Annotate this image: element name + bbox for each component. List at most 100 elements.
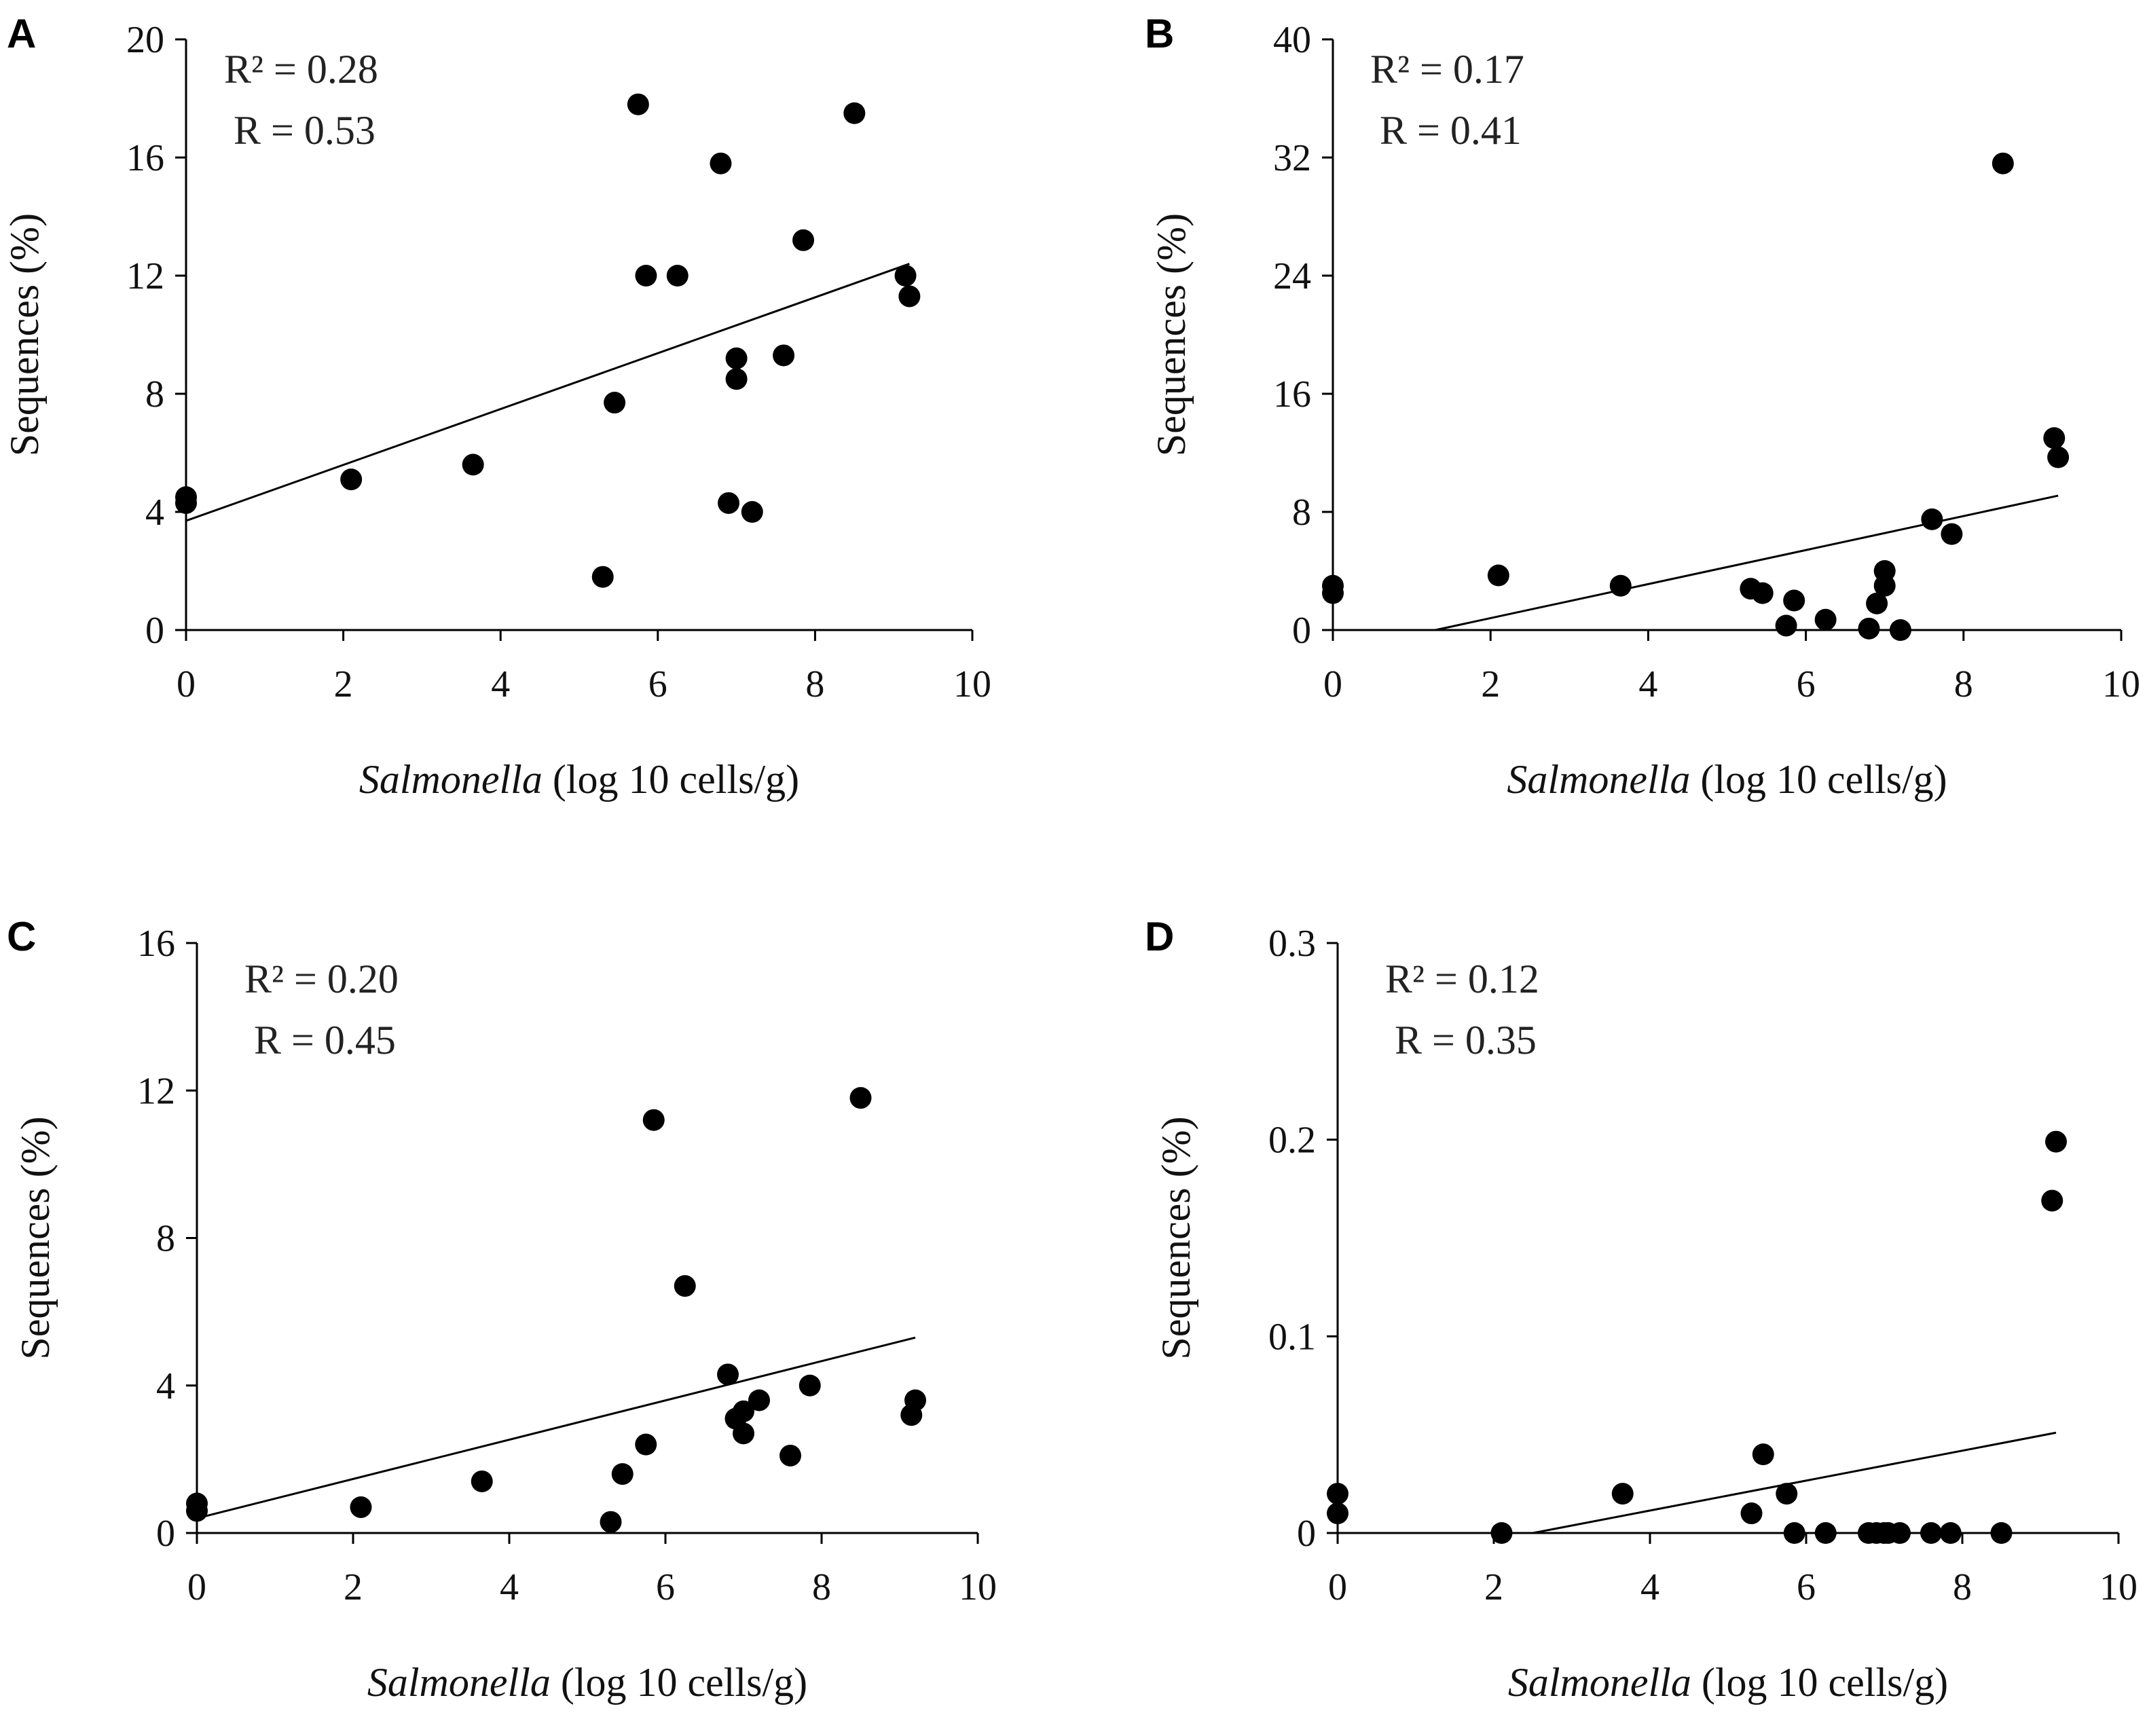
y-tick-label: 0.2 bbox=[1268, 1120, 1316, 1162]
y-tick-label: 16 bbox=[137, 923, 175, 965]
data-point bbox=[1921, 508, 1943, 530]
data-point bbox=[1609, 574, 1632, 597]
panel-label: A bbox=[7, 11, 36, 56]
r-squared-annotation: R² = 0.28 bbox=[224, 47, 378, 92]
data-point bbox=[1322, 582, 1344, 604]
y-tick-label: 12 bbox=[137, 1070, 175, 1112]
x-tick-label: 8 bbox=[805, 663, 824, 705]
y-tick-label: 0.1 bbox=[1268, 1316, 1316, 1358]
r-squared-annotation: R² = 0.12 bbox=[1385, 957, 1539, 1001]
data-point bbox=[2043, 427, 2066, 449]
data-point bbox=[635, 1433, 657, 1456]
x-tick-label: 4 bbox=[1638, 663, 1657, 705]
y-tick-label: 4 bbox=[145, 492, 164, 534]
data-point bbox=[666, 265, 689, 287]
data-point bbox=[733, 1400, 754, 1422]
x-axis-title-species: Salmonella bbox=[1507, 757, 1690, 802]
y-tick-label: 40 bbox=[1273, 19, 1311, 61]
y-axis-title: Sequences (%) bbox=[1149, 213, 1194, 456]
r-squared-annotation: R² = 0.20 bbox=[244, 957, 399, 1001]
data-point bbox=[710, 152, 732, 174]
y-tick-label: 0 bbox=[1297, 1513, 1316, 1555]
x-axis-title: Salmonella (log 10 cells/g) bbox=[359, 757, 799, 802]
y-axis-title: Sequences (%) bbox=[13, 1116, 58, 1359]
data-point bbox=[1775, 614, 1797, 637]
x-tick-label: 6 bbox=[648, 663, 667, 705]
y-tick-label: 16 bbox=[126, 137, 164, 179]
data-point bbox=[1752, 1443, 1774, 1466]
data-point bbox=[748, 1389, 770, 1411]
y-tick-label: 0.3 bbox=[1268, 923, 1316, 965]
data-point bbox=[591, 566, 614, 588]
panel-label: D bbox=[1145, 914, 1174, 959]
data-point bbox=[350, 1496, 372, 1518]
data-point bbox=[849, 1087, 872, 1109]
chart-panel-d: D 0 0.1 0.2 0.3 0 2 4 6 8 10 Salmonella (log 10 cel… bbox=[1145, 914, 2137, 1705]
x-tick-label: 4 bbox=[1640, 1566, 1659, 1608]
chart-panel-c: C 0 4 8 12 16 0 2 4 6 8 10 Salmonella (log 10 cells/… bbox=[7, 914, 997, 1705]
data-point bbox=[2047, 446, 2070, 468]
data-point bbox=[2041, 1189, 2063, 1212]
data-point bbox=[1939, 1522, 1962, 1544]
r-annotation: R = 0.45 bbox=[254, 1018, 396, 1063]
data-point bbox=[1487, 564, 1509, 587]
x-tick-label: 2 bbox=[344, 1566, 363, 1608]
r-annotation: R = 0.53 bbox=[234, 108, 375, 153]
x-tick-label: 8 bbox=[1954, 663, 1973, 705]
data-point bbox=[642, 1109, 665, 1131]
x-tick-label: 4 bbox=[491, 663, 510, 705]
x-tick-label: 2 bbox=[1481, 663, 1500, 705]
x-axis-title-species: Salmonella bbox=[367, 1660, 551, 1705]
data-point bbox=[1866, 592, 1888, 614]
data-point bbox=[1990, 1522, 2013, 1544]
data-point bbox=[718, 492, 740, 514]
y-tick-label: 0 bbox=[1292, 610, 1311, 652]
y-tick-label: 24 bbox=[1273, 255, 1311, 297]
x-axis-title: Salmonella (log 10 cells/g) bbox=[1508, 1660, 1948, 1705]
data-point bbox=[1751, 582, 1774, 604]
data-point bbox=[792, 229, 815, 251]
data-point bbox=[1776, 1483, 1798, 1505]
x-tick-label: 10 bbox=[2099, 1566, 2137, 1608]
data-point bbox=[1992, 152, 2014, 174]
data-point bbox=[471, 1470, 493, 1492]
x-tick-label: 2 bbox=[334, 663, 353, 705]
data-point bbox=[1327, 1502, 1348, 1525]
data-point bbox=[741, 501, 763, 523]
data-point bbox=[462, 454, 484, 476]
data-point bbox=[843, 102, 866, 124]
data-point bbox=[799, 1374, 821, 1397]
data-point bbox=[733, 1422, 754, 1445]
x-tick-label: 0 bbox=[177, 663, 196, 705]
x-tick-label: 10 bbox=[2102, 663, 2140, 705]
data-point bbox=[1814, 1522, 1837, 1544]
x-axis-title-units: (log 10 cells/g) bbox=[551, 1660, 807, 1705]
data-point bbox=[175, 492, 197, 514]
data-point bbox=[1740, 1502, 1763, 1525]
y-tick-label: 20 bbox=[126, 19, 164, 61]
x-tick-label: 0 bbox=[1328, 1566, 1347, 1608]
x-tick-label: 10 bbox=[959, 1566, 997, 1608]
x-axis-title-species: Salmonella bbox=[1508, 1660, 1691, 1705]
data-point bbox=[604, 392, 626, 414]
y-tick-label: 8 bbox=[156, 1218, 175, 1260]
data-point bbox=[725, 347, 748, 369]
y-tick-label: 0 bbox=[145, 610, 164, 652]
trend-line bbox=[1435, 494, 2059, 631]
panel-label: C bbox=[7, 914, 36, 959]
x-axis-title: Salmonella (log 10 cells/g) bbox=[1507, 757, 1947, 802]
r-annotation: R = 0.35 bbox=[1395, 1018, 1537, 1063]
y-tick-label: 8 bbox=[1292, 492, 1311, 534]
x-axis-title-units: (log 10 cells/g) bbox=[1690, 757, 1947, 802]
data-point bbox=[1889, 619, 1911, 641]
y-tick-label: 12 bbox=[126, 255, 164, 297]
y-tick-label: 0 bbox=[156, 1513, 175, 1555]
data-point bbox=[1490, 1522, 1513, 1544]
x-tick-label: 0 bbox=[187, 1566, 206, 1608]
data-point bbox=[1920, 1522, 1942, 1544]
data-point bbox=[1941, 523, 1963, 545]
data-point bbox=[1889, 1522, 1911, 1544]
x-tick-label: 0 bbox=[1323, 663, 1342, 705]
